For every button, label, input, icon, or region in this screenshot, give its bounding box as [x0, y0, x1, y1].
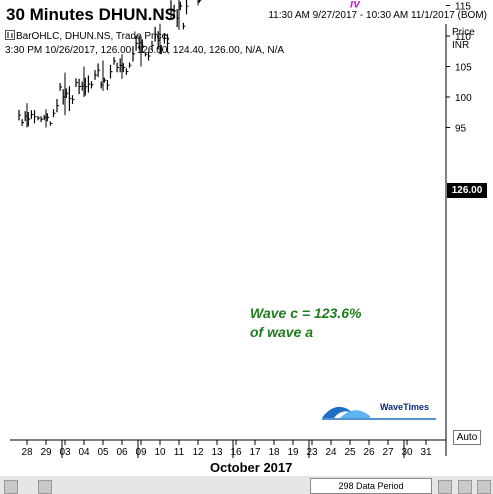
- zoom-in-button[interactable]: [438, 480, 452, 494]
- month-label: October 2017: [210, 460, 293, 475]
- date-range: 11:30 AM 9/27/2017 - 10:30 AM 11/1/2017 …: [268, 10, 487, 21]
- bar-ohlc-icon: [5, 30, 15, 40]
- date-tick-label: 05: [97, 447, 109, 458]
- date-tick-label: 06: [116, 447, 128, 458]
- date-tick-label: 23: [306, 447, 318, 458]
- chart-title: 30 Minutes DHUN.NS: [6, 5, 177, 24]
- date-tick-label: 28: [21, 447, 33, 458]
- price-tick-label: 95: [455, 124, 467, 135]
- date-tick-label: 04: [78, 447, 90, 458]
- date-tick-label: 13: [211, 447, 223, 458]
- date-tick-label: 24: [325, 447, 337, 458]
- logo-text: WaveTimes: [380, 402, 430, 412]
- date-tick-label: 11: [174, 447, 185, 458]
- zoom-out-button[interactable]: [458, 480, 472, 494]
- legend-line-2: 3:30 PM 10/26/2017, 126.00, 126.00, 124.…: [5, 45, 285, 56]
- date-tick-label: 29: [40, 447, 52, 458]
- wave-note-line-1: Wave c = 123.6%: [250, 305, 362, 321]
- last-price-badge: 126.00: [447, 183, 487, 198]
- date-tick-label: 31: [420, 447, 432, 458]
- price-label-text: Price: [452, 27, 475, 38]
- date-tick-label: 17: [249, 447, 261, 458]
- scroll-left-button[interactable]: [4, 480, 18, 494]
- price-tick-label: 110: [455, 32, 471, 43]
- price-tick-label: 100: [455, 93, 472, 104]
- date-tick-label: 25: [344, 447, 356, 458]
- date-tick-label: 03: [59, 447, 71, 458]
- date-tick-label: 10: [154, 447, 166, 458]
- data-period-label: 298 Data Period: [310, 478, 432, 494]
- price-axis-label: Price INR: [452, 26, 475, 52]
- wave-note-line-2: of wave a: [250, 324, 314, 340]
- wave-label-iv: iv: [350, 0, 361, 10]
- date-tick-label: 18: [268, 447, 280, 458]
- legend-line-1: BarOHLC, DHUN.NS, Trade Price,: [5, 30, 170, 42]
- auto-scale-button[interactable]: Auto: [453, 430, 481, 445]
- date-tick-label: 12: [192, 447, 204, 458]
- price-tick-label: 115: [455, 2, 471, 13]
- date-tick-label: 27: [382, 447, 394, 458]
- scroll-handle[interactable]: [38, 480, 52, 494]
- date-tick-label: 30: [401, 447, 413, 458]
- legend-text-1: BarOHLC, DHUN.NS, Trade Price,: [16, 31, 170, 42]
- date-tick-label: 26: [363, 447, 375, 458]
- currency-label-text: INR: [452, 40, 470, 51]
- date-tick-label: 19: [287, 447, 299, 458]
- price-tick-label: 105: [455, 63, 472, 74]
- date-tick-label: 09: [135, 447, 147, 458]
- wavetimes-logo: [320, 400, 438, 422]
- date-tick-label: 16: [230, 447, 242, 458]
- scroll-right-button[interactable]: [477, 480, 491, 494]
